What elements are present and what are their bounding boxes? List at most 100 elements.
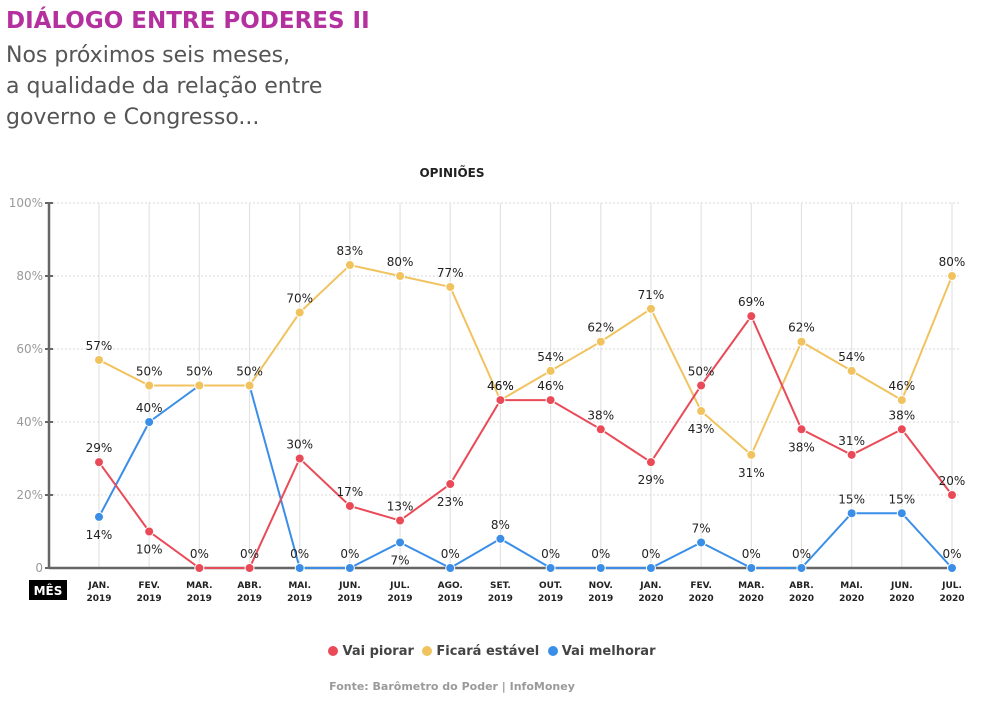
x-axis-title-box <box>29 580 67 600</box>
data-point-vai-piorar <box>896 424 907 435</box>
data-label-vai-piorar: 46% <box>487 379 514 393</box>
subtitle-line: governo e Congresso... <box>6 105 260 130</box>
data-point-vai-melhorar <box>294 563 305 573</box>
data-label-vai-melhorar: 0% <box>441 547 460 561</box>
x-axis-title: MÊS <box>34 583 63 598</box>
x-tick-label-month: FEV. <box>138 581 160 591</box>
x-tick-label-month: NOV. <box>589 581 613 591</box>
data-point-vai-melhorar <box>445 563 456 573</box>
line-chart: OPINIÕES 0 20% 40% 60% 80% 100% 14% 40% 0% 0% 7% 0… <box>9 165 966 604</box>
subtitle-line: a qualidade da relação entre <box>6 74 323 99</box>
legend-label: Ficará estável <box>436 644 540 659</box>
data-label-vai-melhorar: 14% <box>86 528 113 542</box>
data-point-ficara-estavel <box>896 395 907 406</box>
series-line-vai-melhorar <box>98 384 953 570</box>
x-tick-label-month: MAI. <box>288 581 311 591</box>
data-point-vai-piorar <box>495 395 506 406</box>
data-point-ficara-estavel <box>645 303 656 314</box>
data-label-vai-piorar: 46% <box>537 379 564 393</box>
x-tick-label-month: JAN. <box>87 581 109 591</box>
data-point-vai-piorar <box>344 500 355 511</box>
data-point-vai-melhorar <box>746 563 757 573</box>
x-tick-label-year: 2019 <box>337 594 362 604</box>
data-point-ficara-estavel <box>696 406 707 417</box>
series-layer <box>94 260 957 573</box>
legend-item-ficara-estavel[interactable]: Ficará estável <box>422 644 539 659</box>
data-point-ficara-estavel <box>796 336 807 347</box>
data-label-ficara-estavel: 54% <box>537 350 564 364</box>
legend-item-vai-piorar[interactable]: Vai piorar <box>328 644 414 659</box>
data-label-vai-piorar: 10% <box>136 543 163 557</box>
x-tick-label-year: 2020 <box>789 594 814 604</box>
legend-label: Vai piorar <box>342 644 414 659</box>
data-label-vai-melhorar: 0% <box>340 547 359 561</box>
x-tick-label-year: 2020 <box>889 594 914 604</box>
data-point-vai-melhorar <box>344 563 355 573</box>
data-point-vai-melhorar <box>796 563 807 573</box>
x-tick-label-year: 2019 <box>137 594 162 604</box>
data-label-vai-piorar: 69% <box>738 295 765 309</box>
x-tick-label-month: FEV. <box>690 581 712 591</box>
data-point-vai-piorar <box>294 453 305 464</box>
data-label-vai-piorar: 20% <box>939 474 966 488</box>
data-label-vai-melhorar: 0% <box>591 547 610 561</box>
data-label-ficara-estavel: 50% <box>236 365 263 379</box>
y-tick-label: 40% <box>16 415 43 429</box>
data-point-vai-melhorar <box>545 563 556 573</box>
data-point-ficara-estavel <box>746 449 757 460</box>
x-tick-label-year: 2020 <box>638 594 663 604</box>
series-line-ficara-estavel <box>98 263 953 457</box>
data-point-ficara-estavel <box>194 380 205 391</box>
data-point-vai-piorar <box>796 424 807 435</box>
legend-item-vai-melhorar[interactable]: Vai melhorar <box>547 644 656 659</box>
y-tick-label: 20% <box>16 488 43 502</box>
data-label-ficara-estavel: 54% <box>838 350 865 364</box>
data-point-ficara-estavel <box>395 271 406 281</box>
series-line-vai-piorar <box>98 314 953 569</box>
data-label-ficara-estavel: 57% <box>86 339 113 353</box>
data-point-ficara-estavel <box>344 260 355 271</box>
plot-title: OPINIÕES <box>419 165 484 180</box>
data-point-vai-piorar <box>94 457 104 468</box>
x-tick-label-year: 2019 <box>388 594 413 604</box>
data-label-ficara-estavel: 46% <box>888 379 915 393</box>
data-point-vai-piorar <box>144 526 155 537</box>
data-point-vai-melhorar <box>94 511 104 522</box>
data-label-vai-piorar: 31% <box>838 434 865 448</box>
data-point-vai-melhorar <box>495 533 506 544</box>
data-label-vai-piorar: 23% <box>437 495 464 509</box>
data-label-vai-piorar: 38% <box>888 408 915 422</box>
x-tick-label-month: JUN. <box>890 581 913 591</box>
x-tick-label-month: SET. <box>490 581 511 591</box>
data-point-vai-melhorar <box>595 563 606 573</box>
x-tick-label-month: JAN. <box>639 581 661 591</box>
data-label-ficara-estavel: 62% <box>587 321 614 335</box>
x-tick-label-month: ABR. <box>237 581 261 591</box>
chart-title: DIÁLOGO ENTRE PODERES II <box>6 8 370 34</box>
x-tick-label-month: JUN. <box>338 581 361 591</box>
data-label-vai-melhorar: 15% <box>838 492 865 506</box>
x-tick-label-year: 2019 <box>438 594 463 604</box>
source-note: Fonte: Barômetro do Poder | InfoMoney <box>329 680 575 693</box>
data-point-ficara-estavel <box>445 281 456 292</box>
data-point-vai-piorar <box>746 311 757 322</box>
x-tick-label-year: 2019 <box>488 594 513 604</box>
data-label-vai-melhorar: 7% <box>391 553 410 567</box>
data-label-ficara-estavel: 80% <box>387 255 414 269</box>
data-label-vai-piorar: 17% <box>337 485 364 499</box>
data-label-vai-melhorar: 0% <box>541 547 560 561</box>
x-tick-label-year: 2019 <box>287 594 312 604</box>
data-point-vai-piorar <box>846 449 857 460</box>
data-labels: 14% 40% 0% 0% 7% 0% 8% 0% 0% 0% 7% 0% 0% 15% 15% 0% 57% 5… <box>86 244 966 567</box>
data-label-ficara-estavel: 83% <box>337 244 364 258</box>
x-tick-label-year: 2019 <box>588 594 613 604</box>
x-tick-label-month: MAR. <box>186 581 212 591</box>
data-label-vai-melhorar: 0% <box>641 547 660 561</box>
data-label-vai-melhorar: 0% <box>290 547 309 561</box>
data-point-vai-piorar <box>395 515 406 526</box>
data-point-vai-piorar <box>595 424 606 435</box>
data-label-vai-melhorar: 8% <box>491 518 510 532</box>
data-point-ficara-estavel <box>545 365 556 376</box>
data-point-vai-melhorar <box>696 537 707 548</box>
data-label-ficara-estavel: 43% <box>688 422 715 436</box>
